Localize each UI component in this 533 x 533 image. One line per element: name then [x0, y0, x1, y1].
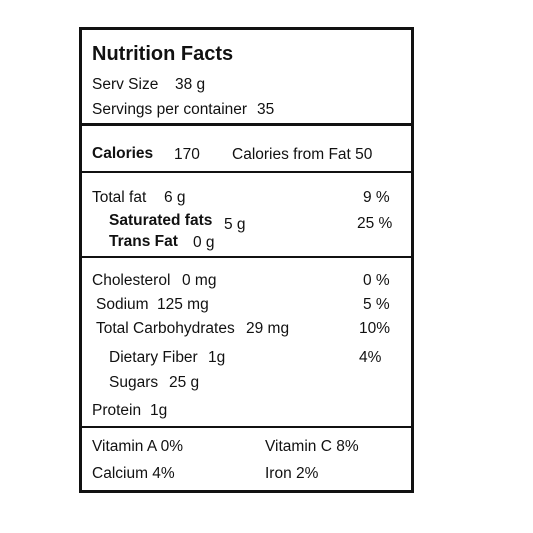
serving-size-value: 38 g — [175, 76, 206, 93]
sugars-value: 25 g — [169, 374, 200, 391]
dietary-fiber-value: 1g — [208, 349, 226, 366]
total-fat-label: Total fat — [92, 189, 147, 206]
serving-size-label: Serv Size — [92, 76, 159, 93]
total-fat-value: 6 g — [164, 189, 186, 206]
label-title: Nutrition Facts — [92, 43, 234, 65]
vitamin-a: Vitamin A 0% — [92, 438, 184, 455]
cholesterol-label: Cholesterol — [92, 272, 171, 289]
carbohydrates-dv: 10% — [359, 320, 391, 337]
total-fat-dv: 9 % — [363, 189, 390, 206]
carbohydrates-value: 29 mg — [246, 320, 290, 337]
calories-label: Calories — [92, 145, 154, 162]
iron: Iron 2% — [265, 465, 319, 482]
sugars-label: Sugars — [109, 374, 159, 391]
protein-label: Protein — [92, 402, 142, 419]
nutrition-facts-label: Nutrition Facts Serv Size 38 g Servings … — [79, 27, 414, 493]
divider-calories — [82, 171, 411, 173]
divider-fats — [82, 256, 411, 258]
dietary-fiber-label: Dietary Fiber — [109, 349, 198, 366]
divider-thick — [82, 123, 411, 126]
trans-fat-label: Trans Fat — [109, 233, 178, 250]
saturated-fat-dv: 25 % — [357, 215, 393, 232]
saturated-fat-value: 5 g — [224, 216, 246, 233]
calcium: Calcium 4% — [92, 465, 175, 482]
saturated-fat-label: Saturated fats — [109, 212, 213, 229]
trans-fat-value: 0 g — [193, 234, 215, 251]
cholesterol-dv: 0 % — [363, 272, 390, 289]
sodium-label: Sodium — [96, 296, 149, 313]
servings-per-container-value: 35 — [257, 101, 275, 118]
protein-value: 1g — [150, 402, 168, 419]
calories-from-fat: Calories from Fat 50 — [232, 146, 373, 163]
calories-value: 170 — [174, 146, 200, 163]
dietary-fiber-dv: 4% — [359, 349, 382, 366]
carbohydrates-label: Total Carbohydrates — [96, 320, 235, 337]
servings-per-container-label: Servings per container — [92, 101, 248, 118]
vitamin-c: Vitamin C 8% — [265, 438, 359, 455]
sodium-dv: 5 % — [363, 296, 390, 313]
sodium-value: 125 mg — [157, 296, 209, 313]
divider-vitamins — [82, 426, 411, 428]
cholesterol-value: 0 mg — [182, 272, 217, 289]
